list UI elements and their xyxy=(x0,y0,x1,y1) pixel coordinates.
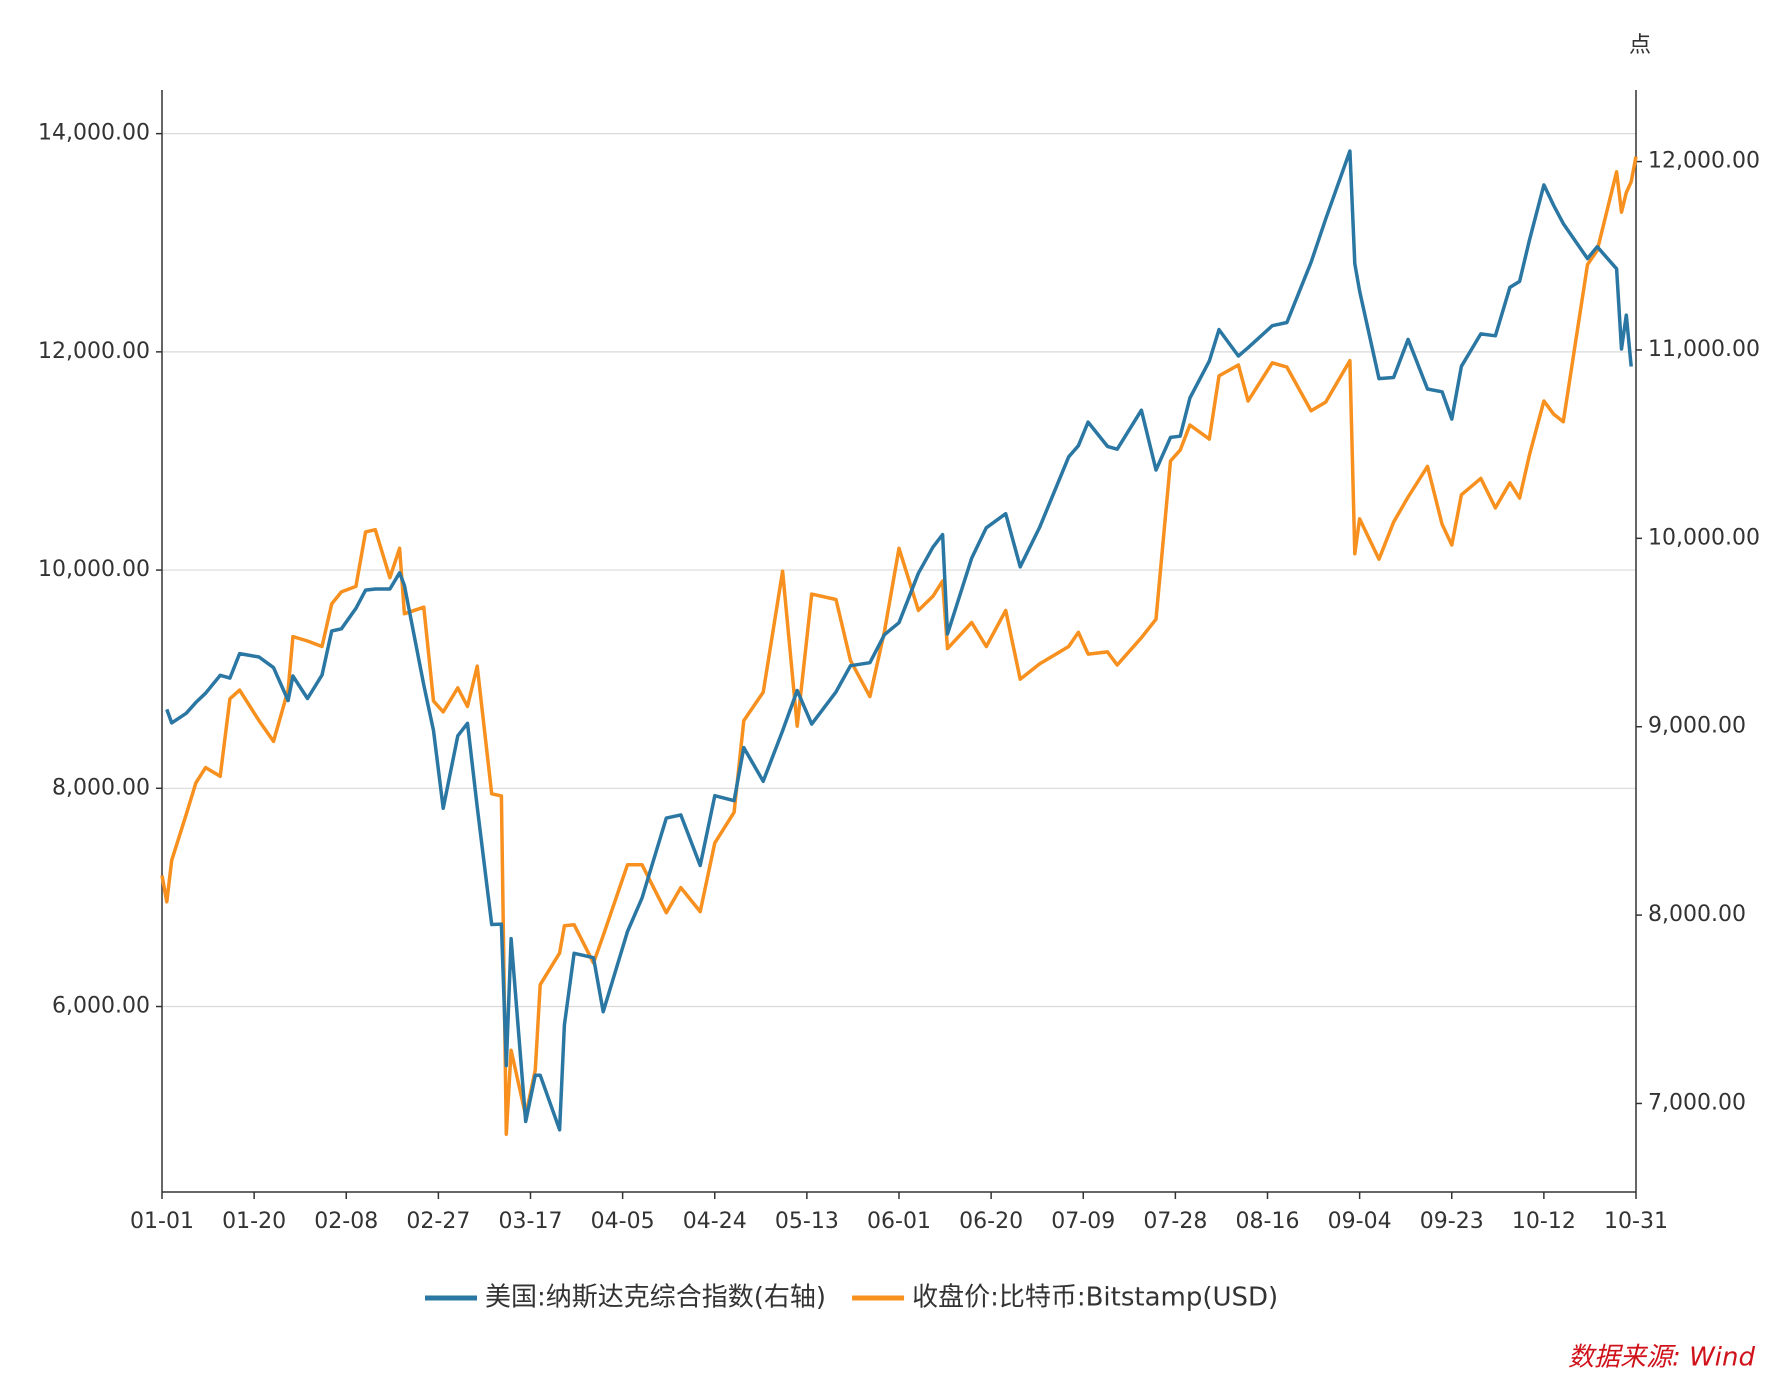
y-tick-label: 10,000.00 xyxy=(38,557,150,582)
y2-tick-label: 9,000.00 xyxy=(1648,714,1746,739)
y2-tick-label: 10,000.00 xyxy=(1648,525,1760,550)
x-tick-label: 10-31 xyxy=(1604,1209,1668,1234)
y2-tick-label: 7,000.00 xyxy=(1648,1090,1746,1115)
y-tick-label: 8,000.00 xyxy=(52,775,150,800)
y2-tick-label: 8,000.00 xyxy=(1648,902,1746,927)
x-tick-label: 10-12 xyxy=(1512,1209,1576,1234)
x-tick-label: 07-09 xyxy=(1051,1209,1115,1234)
x-tick-label: 03-17 xyxy=(499,1209,563,1234)
series-line xyxy=(165,149,1633,1132)
source: 数据来源: Wind xyxy=(1568,1343,1755,1373)
y-tick-label: 6,000.00 xyxy=(52,994,150,1019)
x-tick-label: 02-27 xyxy=(406,1209,470,1234)
x-tick-label: 06-01 xyxy=(867,1209,931,1234)
series-line xyxy=(160,156,1638,1136)
y2-tick-label: 12,000.00 xyxy=(1648,149,1760,174)
x-tick-label: 01-01 xyxy=(130,1209,194,1234)
x-tick-label: 05-13 xyxy=(775,1209,839,1234)
x-tick-label: 07-28 xyxy=(1143,1209,1207,1234)
legend-label: 美国:纳斯达克综合指数(右轴) xyxy=(485,1283,826,1313)
y2-unit: 点 xyxy=(1629,33,1651,58)
y2-tick-label: 11,000.00 xyxy=(1648,337,1760,362)
x-tick-label: 04-24 xyxy=(683,1209,747,1234)
x-tick-label: 04-05 xyxy=(591,1209,655,1234)
x-tick-label: 02-08 xyxy=(314,1209,378,1234)
x-tick-label: 09-23 xyxy=(1420,1209,1484,1234)
x-tick-label: 06-20 xyxy=(959,1209,1023,1234)
x-tick-label: 09-04 xyxy=(1328,1209,1392,1234)
x-tick-label: 08-16 xyxy=(1236,1209,1300,1234)
x-tick-label: 01-20 xyxy=(222,1209,286,1234)
legend-label: 收盘价:比特币:Bitstamp(USD) xyxy=(912,1283,1278,1313)
y-tick-label: 12,000.00 xyxy=(38,339,150,364)
y-tick-label: 14,000.00 xyxy=(38,121,150,146)
